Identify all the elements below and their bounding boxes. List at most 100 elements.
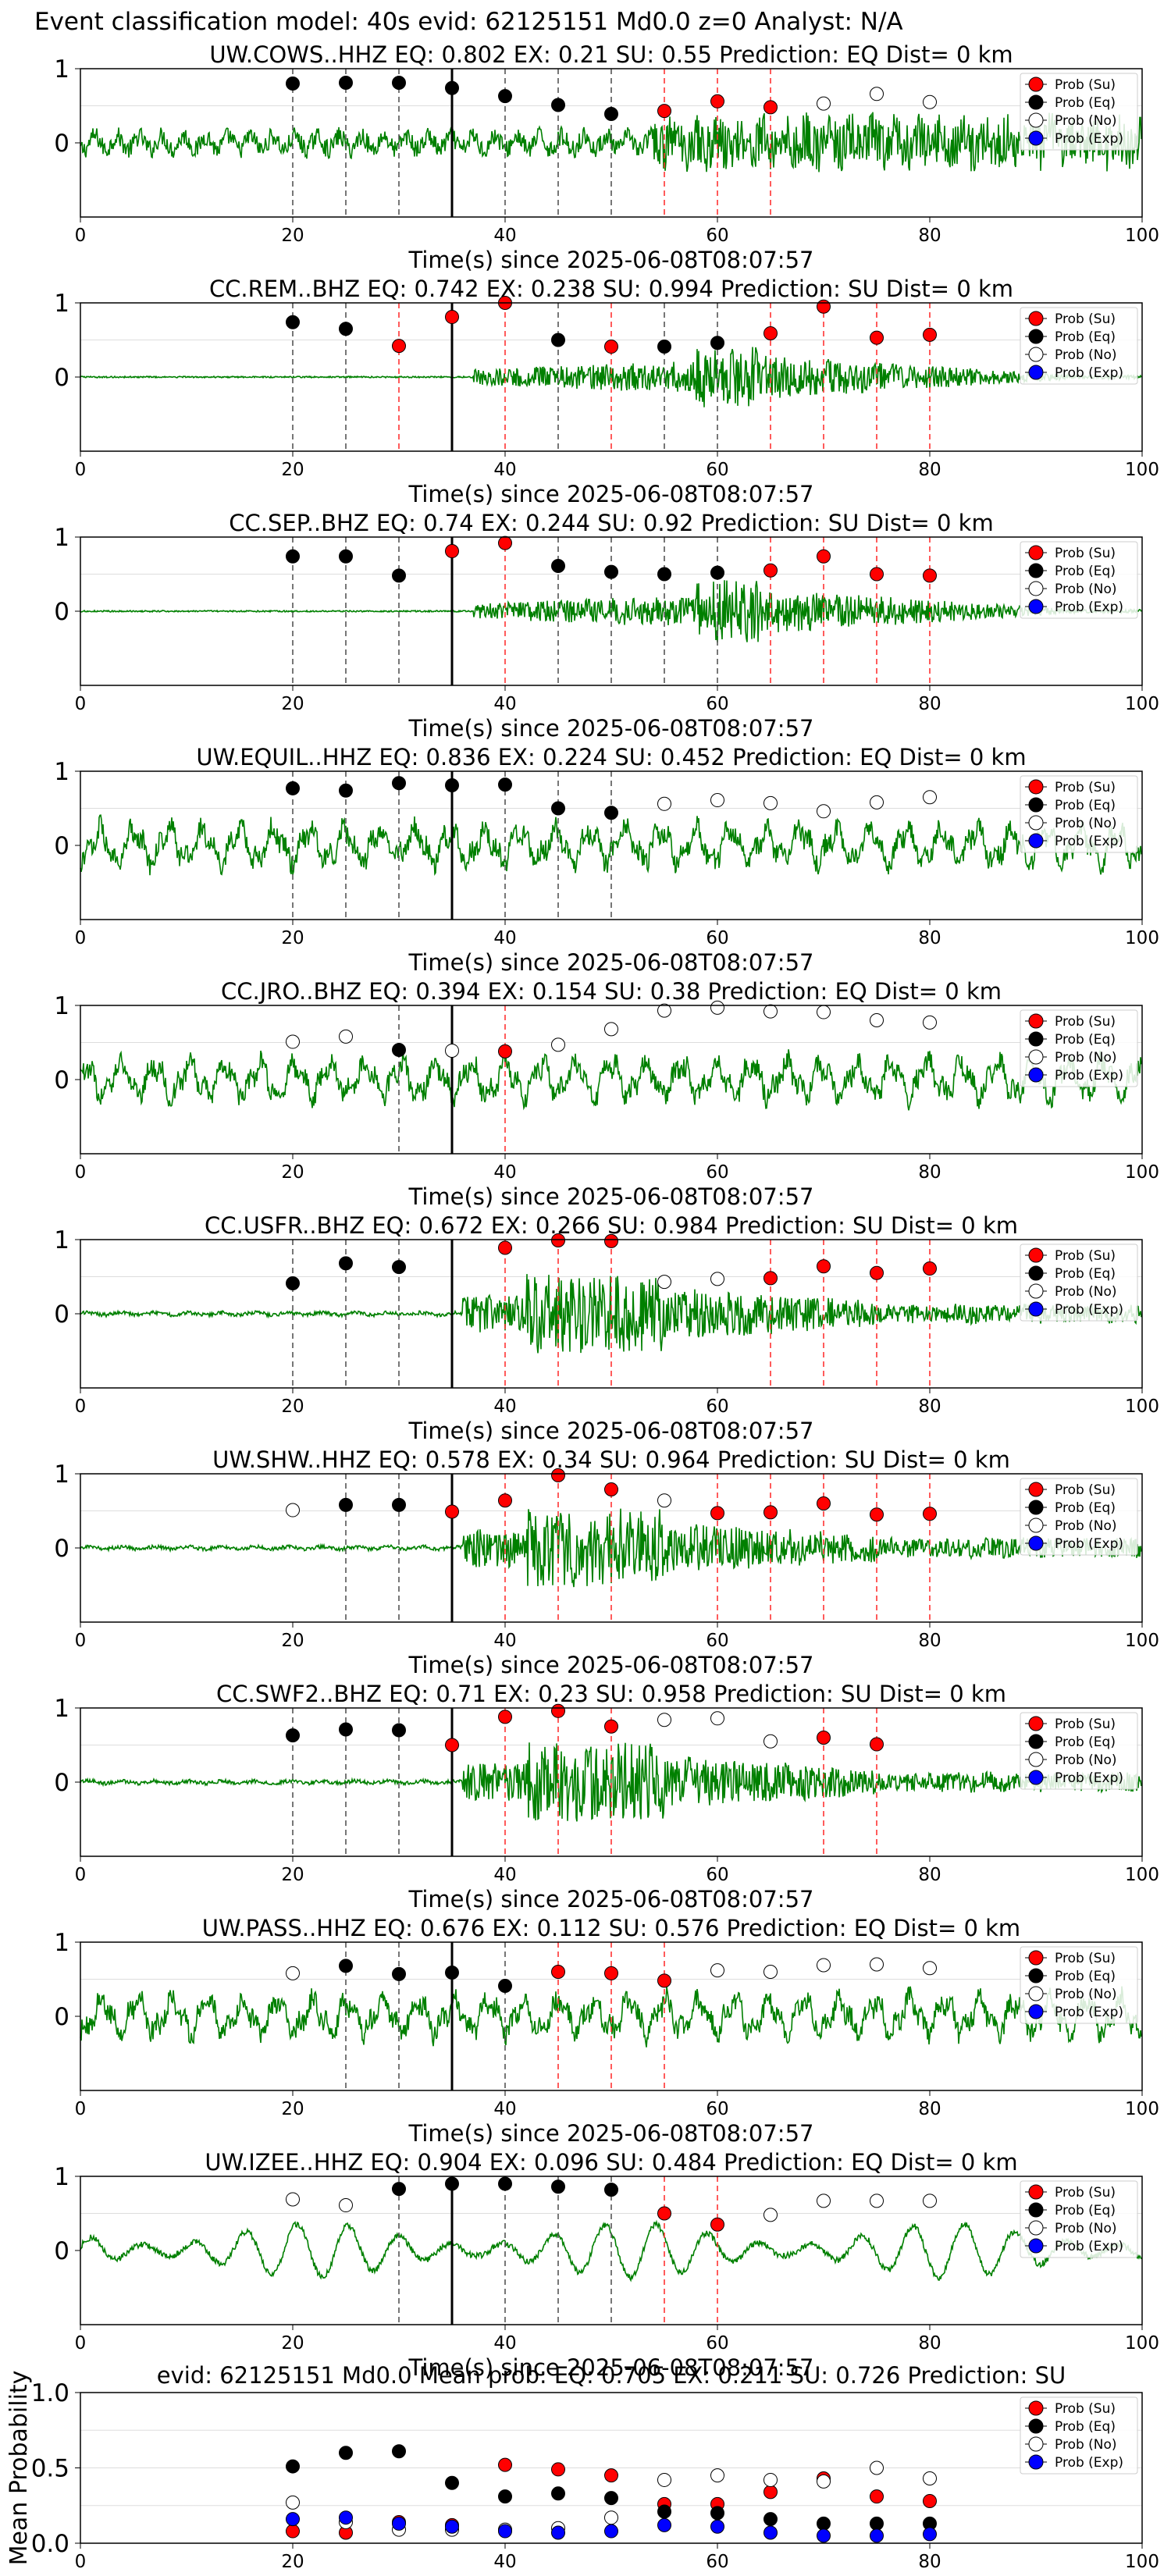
x-tick-label: 100 <box>1125 694 1159 714</box>
panel-title: CC.REM..BHZ EQ: 0.742 EX: 0.238 SU: 0.99… <box>209 276 1013 302</box>
legend-label-exp: Prob (Exp) <box>1055 834 1123 849</box>
panel-7: UW.SHW..HHZ EQ: 0.578 EX: 0.34 SU: 0.964… <box>54 1446 1159 1678</box>
y-tick-label: 0.0 <box>31 2530 69 2558</box>
x-tick-label: 40 <box>493 1631 516 1651</box>
prob-point-eq <box>392 1497 406 1512</box>
prob-point-no <box>657 1493 671 1508</box>
prob-point-no <box>286 1034 300 1049</box>
prob-point-su <box>870 1507 884 1522</box>
prob-point-no <box>286 2192 300 2207</box>
prob-point-eq <box>392 1260 406 1275</box>
prob-point-su <box>710 94 724 109</box>
x-tick-label: 20 <box>281 2333 304 2354</box>
x-tick-label: 20 <box>281 226 304 246</box>
prob-point-eq <box>392 1723 406 1738</box>
prob-point-no <box>286 1966 300 1980</box>
figure-header: Event classification model: 40s evid: 62… <box>34 8 903 36</box>
prob-point-su <box>551 1965 565 1979</box>
prob-point-no <box>870 795 884 809</box>
legend-box <box>1020 1946 1138 2024</box>
mean-point-exp <box>817 2528 831 2543</box>
mean-point-no <box>286 2495 300 2510</box>
x-tick-label: 100 <box>1125 460 1159 480</box>
x-tick-label: 0 <box>75 1865 87 1885</box>
prob-point-eq <box>392 1966 406 1981</box>
legend-label-su: Prob (Su) <box>1055 1951 1116 1966</box>
legend-box <box>1020 2396 1138 2475</box>
legend-box <box>1020 541 1138 619</box>
prob-point-su <box>498 1493 512 1508</box>
prob-point-eq <box>392 568 406 583</box>
prob-point-su <box>870 1737 884 1752</box>
mean-point-su <box>923 2493 937 2508</box>
x-tick-label: 60 <box>706 1865 728 1885</box>
y-tick-label: 0 <box>54 1066 69 1094</box>
x-tick-label: 60 <box>706 2552 728 2572</box>
legend-marker-eq <box>1028 2418 1044 2434</box>
x-tick-label: 60 <box>706 2333 728 2354</box>
prob-point-no <box>870 2194 884 2208</box>
prob-point-su <box>763 1271 778 1286</box>
legend: Prob (Su) Prob (Eq) Prob (No) Prob (Exp) <box>1020 1712 1138 1790</box>
legend-label-no: Prob (No) <box>1055 113 1117 129</box>
prob-point-eq <box>339 549 353 564</box>
prob-point-su <box>763 563 778 578</box>
mean-point-exp <box>923 2527 937 2542</box>
prob-point-no <box>710 1272 724 1286</box>
x-tick-label: 0 <box>75 694 87 714</box>
x-tick-label: 60 <box>706 2099 728 2119</box>
legend-marker-su <box>1028 1247 1044 1263</box>
prob-point-eq <box>339 1722 353 1737</box>
legend: Prob (Su) Prob (Eq) Prob (No) Prob (Exp) <box>1020 307 1138 385</box>
legend-label-eq: Prob (Eq) <box>1055 564 1116 579</box>
prob-point-eq <box>710 336 724 350</box>
prob-point-su <box>923 1507 937 1521</box>
x-tick-label: 40 <box>493 1397 516 1417</box>
legend-marker-eq <box>1028 2202 1044 2218</box>
legend-marker-su <box>1028 311 1044 326</box>
mean-point-eq <box>710 2506 724 2521</box>
legend-marker-exp <box>1028 2004 1044 2019</box>
prob-point-su <box>657 104 671 119</box>
x-axis-label: Time(s) since 2025-06-08T08:07:57 <box>408 2120 814 2147</box>
x-tick-label: 0 <box>75 226 87 246</box>
prob-point-eq <box>286 549 300 564</box>
mean-point-exp <box>870 2528 884 2543</box>
prob-point-no <box>339 2198 353 2213</box>
prob-point-eq <box>498 89 512 104</box>
prob-point-no <box>817 1958 831 1973</box>
prob-point-su <box>817 299 831 314</box>
legend-marker-eq <box>1028 1968 1044 1984</box>
x-tick-label: 60 <box>706 226 728 246</box>
prob-point-no <box>657 1713 671 1727</box>
prob-point-eq <box>657 567 671 582</box>
legend: Prob (Su) Prob (Eq) Prob (No) Prob (Exp) <box>1020 2180 1138 2258</box>
legend-marker-su <box>1028 1716 1044 1731</box>
x-tick-label: 20 <box>281 460 304 480</box>
legend-marker-exp <box>1028 1067 1044 1083</box>
mean-point-exp <box>339 2510 353 2525</box>
x-tick-label: 40 <box>493 1162 516 1183</box>
y-tick-label: 1 <box>54 2163 69 2191</box>
prob-point-no <box>817 96 831 111</box>
legend-marker-no <box>1028 112 1044 128</box>
legend-label-exp: Prob (Exp) <box>1055 2005 1123 2020</box>
prob-point-no <box>923 790 937 805</box>
legend-label-exp: Prob (Exp) <box>1055 1302 1123 1318</box>
x-axis-label: Time(s) since 2025-06-08T08:07:57 <box>408 1886 814 1912</box>
mean-point-su <box>286 2524 300 2539</box>
x-tick-label: 20 <box>281 1631 304 1651</box>
prob-point-no <box>870 1957 884 1972</box>
legend-marker-no <box>1028 815 1044 831</box>
y-tick-label: 0 <box>54 364 69 392</box>
legend-label-no: Prob (No) <box>1055 1987 1117 2002</box>
prob-point-eq <box>445 1965 459 1980</box>
prob-point-eq <box>286 76 300 91</box>
prob-point-no <box>604 1022 618 1037</box>
prob-point-eq <box>551 333 565 347</box>
prob-point-eq <box>604 106 618 121</box>
x-tick-label: 0 <box>75 2552 87 2572</box>
legend-label-no: Prob (No) <box>1055 1518 1117 1534</box>
legend-marker-eq <box>1028 94 1044 110</box>
legend-label-exp: Prob (Exp) <box>1055 2239 1123 2254</box>
